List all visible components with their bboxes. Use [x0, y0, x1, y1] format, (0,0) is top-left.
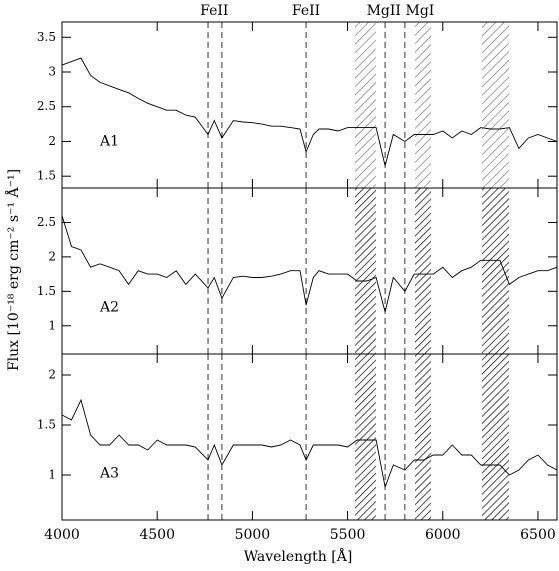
- panel-label: A1: [99, 134, 119, 150]
- y-tick-label: 3: [48, 65, 56, 79]
- x-axis-label: Wavelength [Å]: [244, 547, 353, 565]
- y-tick-label: 1: [48, 468, 56, 482]
- y-tick-label: 1.5: [37, 169, 56, 183]
- spectrum: [61, 57, 558, 166]
- masked-region: [355, 188, 376, 354]
- spectrum: [61, 215, 558, 313]
- masked-region: [481, 22, 510, 188]
- x-tick-label: 4000: [44, 527, 80, 543]
- line-label: MgI: [406, 3, 435, 19]
- masked-region: [355, 22, 376, 188]
- line-label: MgII: [367, 3, 401, 19]
- y-tick-label: 2: [48, 249, 56, 263]
- y-tick-label: 1.5: [37, 284, 56, 298]
- y-tick-label: 2: [48, 134, 56, 148]
- y-tick-label: 2.5: [37, 215, 56, 229]
- y-axis-label: Flux [10⁻¹⁸ erg cm⁻² s⁻¹ Å⁻¹]: [4, 169, 22, 371]
- panel-frame: [61, 353, 558, 521]
- x-tick-label: 5000: [235, 527, 271, 543]
- x-tick-label: 5500: [330, 527, 366, 543]
- x-tick-label: 6500: [520, 527, 556, 543]
- masked-region: [414, 188, 431, 354]
- panel-label: A2: [99, 300, 119, 316]
- y-tick-label: 1: [48, 318, 56, 332]
- panel-label: A3: [99, 466, 119, 482]
- masked-region: [414, 22, 431, 188]
- spectrum: [61, 398, 558, 489]
- line-label: FeII: [200, 3, 228, 19]
- masked-region: [481, 188, 510, 354]
- masked-region: [355, 354, 376, 520]
- x-tick-label: 6000: [425, 527, 461, 543]
- masked-region: [481, 354, 510, 520]
- y-tick-label: 1.5: [37, 418, 56, 432]
- masked-region: [414, 354, 431, 520]
- line-label: FeII: [292, 3, 320, 19]
- y-tick-label: 3.5: [37, 30, 56, 44]
- y-tick-label: 2.5: [37, 99, 56, 113]
- x-tick-label: 4500: [139, 527, 175, 543]
- y-tick-label: 2: [48, 368, 56, 382]
